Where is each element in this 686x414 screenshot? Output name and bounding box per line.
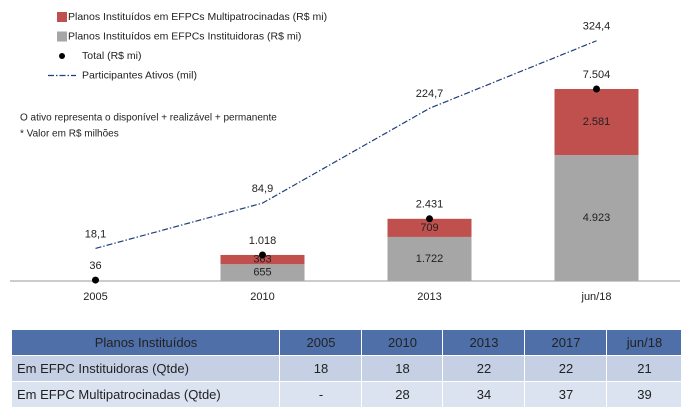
table-cell (362, 382, 442, 407)
total-dot (426, 215, 433, 223)
data-label: 2.431 (416, 199, 444, 211)
data-label: 18,1 (85, 228, 106, 240)
data-label: 709 (420, 222, 438, 234)
bar-segment (387, 236, 472, 281)
data-label: 224,7 (416, 88, 444, 100)
table-cell (280, 330, 361, 355)
table-cell-text: Em EFPC Instituidoras (Qtde) (17, 361, 189, 376)
table-cell (525, 382, 606, 407)
x-tick-label: 2005 (83, 291, 107, 303)
data-label: 1.722 (416, 253, 444, 265)
table-cell (362, 330, 442, 355)
table-cell-text: 21 (637, 361, 651, 376)
bar-segment (554, 88, 639, 156)
table-cell-text: 37 (559, 387, 573, 402)
table-cell (607, 382, 681, 407)
table-header: jun/18 (626, 335, 662, 350)
legend-label: Planos Instituídos em EFPCs Multipatroci… (68, 11, 327, 23)
table-cell (525, 356, 606, 381)
table-header: Planos Instituídos (95, 335, 198, 350)
legend-label: Participantes Ativos (mil) (82, 69, 197, 81)
table-cell-text: 28 (395, 387, 409, 402)
x-tick-label: jun/18 (581, 291, 612, 303)
bar-segment (220, 264, 305, 281)
legend-swatch (57, 12, 67, 22)
table-header: 2017 (552, 335, 581, 350)
table-cell-text: Em EFPC Multipatrocinadas (Qtde) (17, 387, 221, 402)
legend-label: Total (R$ mi) (82, 50, 142, 62)
total-dot (92, 276, 99, 284)
table-cell-text: 18 (314, 361, 328, 376)
table-cell-text: 22 (477, 361, 491, 376)
data-label: 655 (253, 267, 271, 279)
table-cell (12, 382, 279, 407)
table-cell-text: 34 (477, 387, 491, 402)
x-tick-label: 2010 (250, 291, 274, 303)
table-cell (280, 382, 361, 407)
table-cell-text: 39 (637, 387, 651, 402)
table-cell (443, 356, 524, 381)
data-label: 4.923 (583, 212, 611, 224)
line (95, 40, 597, 249)
table-header: 2005 (307, 335, 336, 350)
annotation: * Valor em R$ milhões (20, 129, 119, 140)
table-cell (12, 330, 279, 355)
data-label: 363 (253, 254, 271, 266)
table-header: 2013 (470, 335, 499, 350)
table-cell (12, 356, 279, 381)
bar-segment (554, 155, 639, 281)
total-dot (593, 85, 600, 93)
legend-swatch (59, 53, 65, 59)
table-cell (525, 330, 606, 355)
annotation: O ativo representa o disponível + realiz… (20, 113, 277, 124)
table-cell-text: - (319, 387, 323, 402)
table-cell (443, 330, 524, 355)
data-label: 2.581 (583, 116, 611, 128)
table-cell (607, 330, 681, 355)
x-tick-label: 2013 (417, 291, 441, 303)
bar-segment (387, 218, 472, 237)
table-cell-text: 18 (395, 361, 409, 376)
table-cell (280, 356, 361, 381)
legend-swatch (57, 31, 67, 42)
table: Planos Instituídos 2005 2010 2013 2017 jun/18… (12, 330, 681, 407)
table-cell (607, 356, 681, 381)
data-label: 84,9 (252, 183, 273, 195)
total-dot (259, 251, 266, 259)
legend-label: Planos Instituídos em EFPCs Instituidora… (68, 30, 301, 42)
data-label: 7.504 (583, 69, 611, 81)
data-label: 324,4 (583, 21, 611, 33)
bar-segment (220, 254, 305, 265)
table-cell-text: 22 (559, 361, 573, 376)
table-header: 2010 (388, 335, 417, 350)
table-cell (362, 356, 442, 381)
data-label: 1.018 (249, 235, 277, 247)
table-cell (443, 382, 524, 407)
data-label: 36 (89, 260, 101, 272)
